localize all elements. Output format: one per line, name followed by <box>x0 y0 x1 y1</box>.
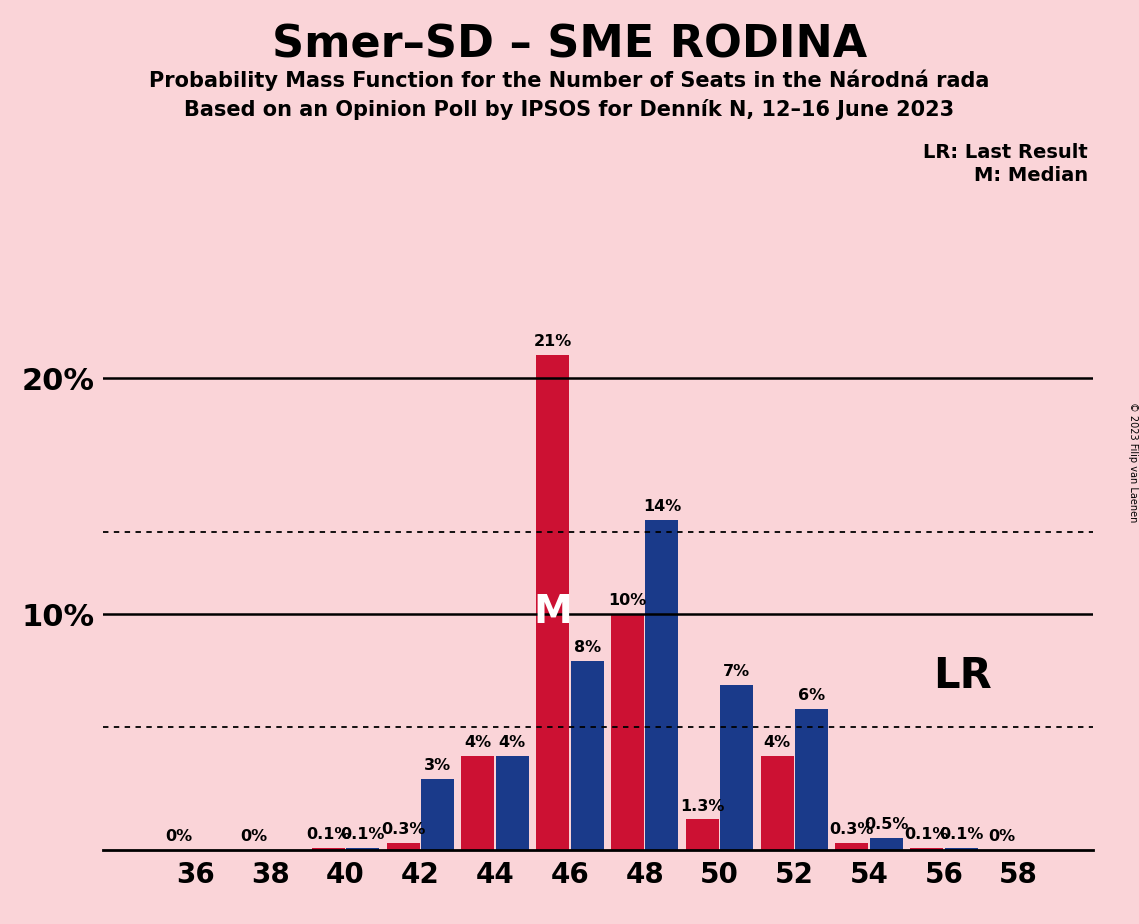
Text: Probability Mass Function for the Number of Seats in the Národná rada: Probability Mass Function for the Number… <box>149 69 990 91</box>
Text: 4%: 4% <box>499 735 526 749</box>
Bar <box>910 847 943 850</box>
Bar <box>536 355 570 850</box>
Bar <box>795 709 828 850</box>
Text: 0.5%: 0.5% <box>865 818 909 833</box>
Bar <box>720 685 753 850</box>
Text: 0.1%: 0.1% <box>904 827 949 842</box>
Text: 7%: 7% <box>723 664 751 679</box>
Bar <box>571 662 604 850</box>
Bar <box>611 614 644 850</box>
Bar <box>761 756 794 850</box>
Text: 0.3%: 0.3% <box>380 822 425 837</box>
Bar <box>495 756 528 850</box>
Text: 4%: 4% <box>763 735 790 749</box>
Text: 1.3%: 1.3% <box>680 798 724 813</box>
Text: LR: LR <box>933 654 992 697</box>
Text: 4%: 4% <box>465 735 492 749</box>
Text: M: M <box>533 593 572 631</box>
Text: Smer–SD – SME RODINA: Smer–SD – SME RODINA <box>272 23 867 67</box>
Bar <box>944 847 977 850</box>
Text: 21%: 21% <box>533 334 572 348</box>
Text: M: Median: M: Median <box>974 166 1088 186</box>
Text: 0.1%: 0.1% <box>939 827 983 842</box>
Text: Based on an Opinion Poll by IPSOS for Denník N, 12–16 June 2023: Based on an Opinion Poll by IPSOS for De… <box>185 99 954 120</box>
Text: 0%: 0% <box>240 829 268 845</box>
Text: 0.1%: 0.1% <box>341 827 385 842</box>
Text: 6%: 6% <box>798 687 825 702</box>
Text: 0%: 0% <box>988 829 1015 845</box>
Bar <box>387 843 419 850</box>
Text: © 2023 Filip van Laenen: © 2023 Filip van Laenen <box>1129 402 1138 522</box>
Bar <box>835 843 868 850</box>
Text: 0.1%: 0.1% <box>306 827 351 842</box>
Bar <box>870 838 903 850</box>
Bar <box>312 847 345 850</box>
Bar <box>421 779 454 850</box>
Text: 0.3%: 0.3% <box>829 822 874 837</box>
Bar <box>686 820 719 850</box>
Text: 14%: 14% <box>642 499 681 514</box>
Text: 8%: 8% <box>574 640 600 655</box>
Text: 10%: 10% <box>608 593 647 608</box>
Text: 3%: 3% <box>424 759 451 773</box>
Bar <box>646 520 679 850</box>
Text: LR: Last Result: LR: Last Result <box>923 143 1088 163</box>
Text: 0%: 0% <box>165 829 192 845</box>
Bar <box>346 847 379 850</box>
Bar <box>461 756 494 850</box>
